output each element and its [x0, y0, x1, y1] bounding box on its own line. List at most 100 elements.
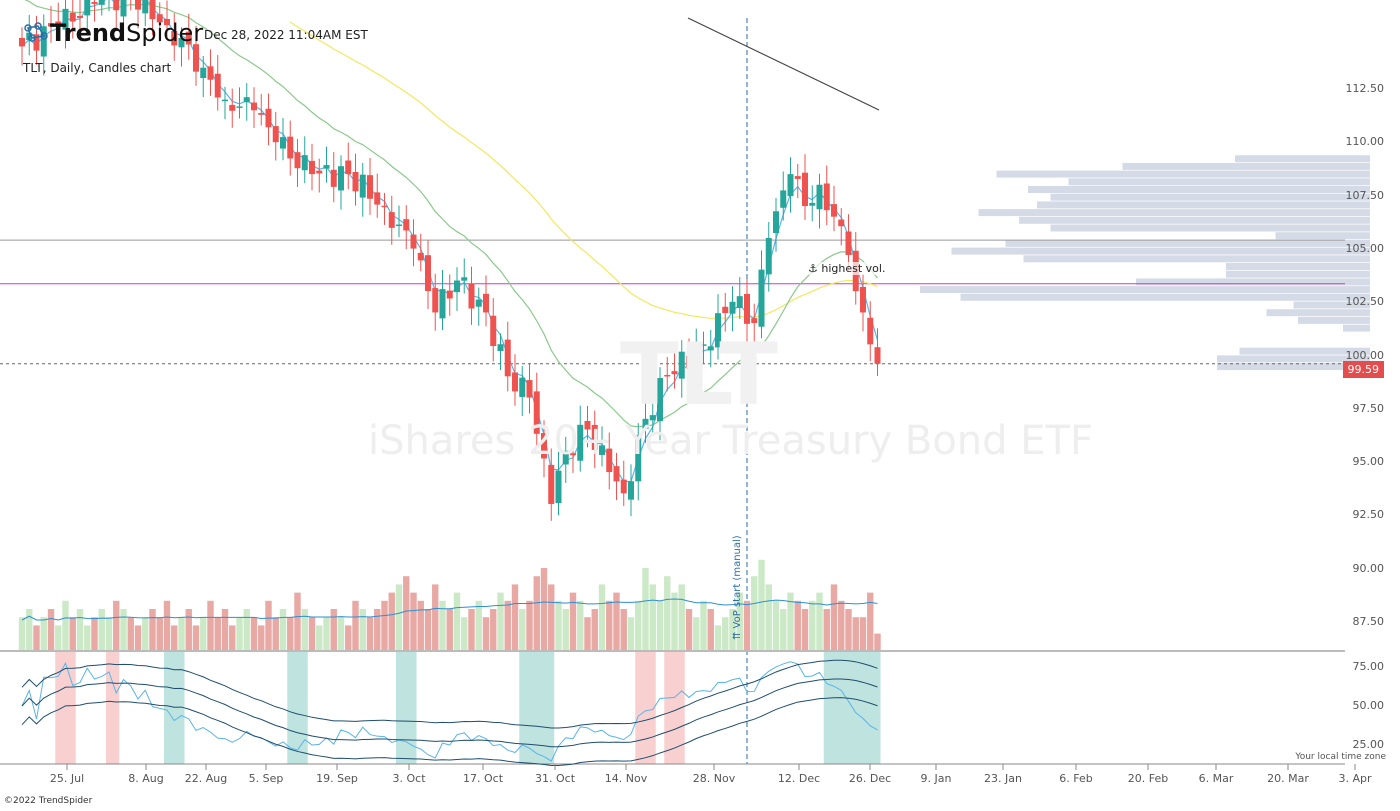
candle-body — [229, 104, 236, 111]
signal-zone-bearish — [635, 652, 656, 764]
candle — [758, 250, 765, 339]
volume-bar — [642, 568, 649, 650]
volume-bar — [62, 600, 69, 650]
candle — [519, 366, 526, 417]
candle — [214, 54, 221, 111]
ma-green-line — [24, 0, 878, 428]
candle-body — [809, 202, 816, 206]
volume-bar — [461, 617, 468, 650]
candle — [700, 331, 707, 364]
candle — [765, 222, 772, 292]
candle — [171, 13, 178, 61]
volume-bar — [569, 592, 577, 650]
copyright: ©2022 TrendSpider — [4, 796, 93, 806]
date-tick: 3. Oct — [392, 772, 426, 785]
candle-body — [410, 234, 417, 249]
candle-body — [113, 0, 120, 11]
candle — [222, 86, 228, 120]
candle-body — [642, 418, 649, 429]
candle — [831, 185, 837, 232]
volume-bar — [439, 600, 446, 650]
candle-body — [287, 136, 294, 159]
volume-profile-bar — [1226, 270, 1370, 278]
volume-bar — [207, 600, 214, 650]
date-tick: 31. Oct — [534, 772, 576, 785]
candle — [243, 83, 250, 121]
volume-bar — [794, 600, 801, 650]
candle — [359, 162, 366, 217]
date-tick: 28. Nov — [692, 772, 736, 785]
candle — [236, 87, 243, 119]
candle-body — [758, 269, 765, 327]
signal-zone-bullish — [287, 652, 308, 764]
candle-body — [425, 255, 431, 292]
candle — [809, 185, 816, 222]
candle-body — [860, 286, 866, 313]
candle-body — [722, 306, 729, 314]
candle — [678, 340, 685, 398]
volume-bar — [272, 617, 279, 650]
volume-bar — [40, 617, 47, 650]
watermark-name: iShares 20+ Year Treasury Bond ETF — [368, 418, 1093, 464]
candle — [461, 258, 468, 294]
candle — [265, 93, 272, 146]
candle — [108, 0, 110, 12]
candle — [584, 405, 591, 448]
price-tick: 110.00 — [1345, 135, 1385, 149]
volume-bar — [258, 625, 265, 650]
candle-body — [693, 347, 700, 364]
volume-bar — [359, 609, 366, 650]
volume-bar — [685, 609, 693, 650]
volume-bar — [533, 576, 540, 650]
candle-body — [149, 0, 156, 20]
candle — [744, 278, 750, 342]
volume-bar — [584, 617, 591, 650]
date-tick: 19. Sep — [316, 772, 358, 785]
candle — [164, 0, 170, 40]
candle-body — [635, 435, 642, 482]
price-tick: 87.50 — [1352, 615, 1385, 628]
candle-body — [541, 433, 547, 459]
candle — [816, 173, 823, 229]
volume-bar — [482, 617, 490, 650]
volume-bar — [519, 609, 526, 650]
volume-bar — [265, 600, 272, 650]
spider-logo-icon — [24, 22, 48, 42]
candle-body — [345, 160, 352, 175]
candle — [715, 294, 721, 360]
volume-bar — [417, 600, 424, 650]
candle — [135, 0, 141, 29]
candle — [533, 372, 540, 448]
candle — [671, 352, 678, 389]
indicator-band — [21, 659, 878, 729]
candle-body — [214, 73, 221, 98]
volume-bar — [55, 625, 62, 650]
candle-body — [613, 466, 620, 482]
volume-bar — [874, 633, 881, 650]
candle — [490, 298, 497, 362]
volume-bar — [236, 617, 243, 650]
candle-body — [490, 315, 497, 347]
candle — [512, 354, 518, 406]
volume-bar — [287, 617, 294, 650]
candle — [468, 266, 475, 325]
candle — [251, 87, 257, 129]
candle-body — [707, 346, 714, 351]
candle — [497, 333, 504, 371]
candle — [323, 146, 330, 183]
candle-body — [562, 450, 569, 465]
volume-bar — [410, 592, 417, 650]
date-tick: 26. Dec — [848, 772, 892, 785]
candle-body — [193, 44, 199, 72]
price-tick: 95.00 — [1352, 455, 1385, 469]
candle — [751, 303, 758, 342]
candle-body — [222, 99, 228, 102]
vop-start-label: ⇈ VoP start (manual) — [732, 535, 743, 640]
candle — [149, 0, 156, 36]
candle-body — [700, 344, 707, 346]
volume-profile-bar — [1005, 239, 1370, 247]
candle — [686, 338, 692, 385]
volume-bar — [156, 617, 163, 650]
